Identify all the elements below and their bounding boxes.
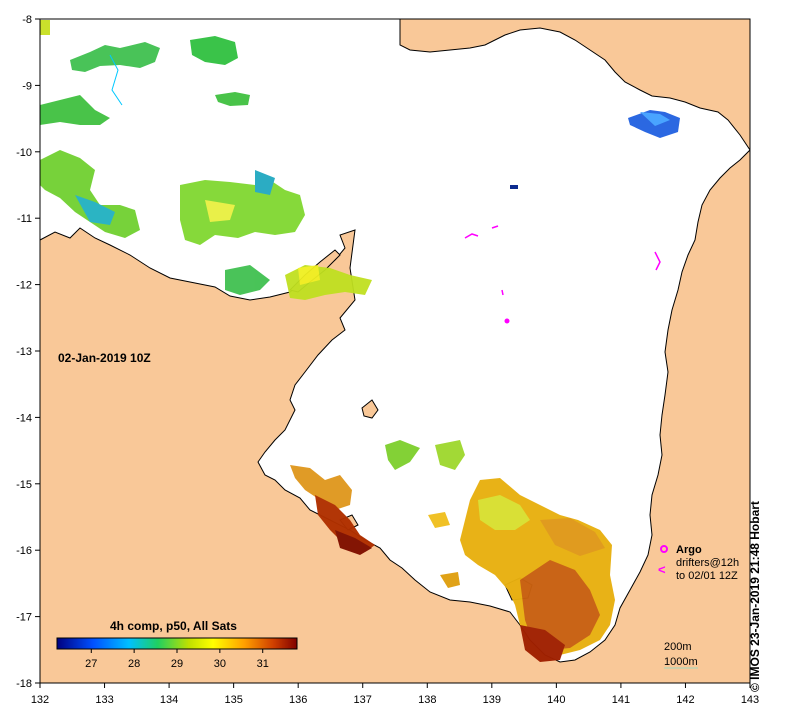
lon-tick-label: 139 <box>483 694 501 706</box>
lat-tick-label: -16 <box>16 545 32 557</box>
lon-tick-label: 142 <box>676 694 694 706</box>
lat-tick-label: -14 <box>16 412 32 424</box>
lon-tick-label: 143 <box>741 694 759 706</box>
argo-legend-icon <box>660 545 668 553</box>
latitude-axis: -8 -9 -10 -11 -12 -13 -14 -15 -16 -17 -18 <box>16 14 40 690</box>
lat-tick-label: -12 <box>16 280 32 292</box>
lon-tick-label: 140 <box>547 694 565 706</box>
drifters-legend-line2: to 02/01 12Z <box>676 570 738 582</box>
lon-tick-label: 135 <box>224 694 242 706</box>
colorbar-tick-label: 27 <box>85 658 97 670</box>
lon-tick-label: 137 <box>354 694 372 706</box>
lon-tick-label: 136 <box>289 694 307 706</box>
colorbar-tick-label: 30 <box>214 658 226 670</box>
longitude-axis: 132 133 134 135 136 137 138 139 140 141 142 143 <box>31 683 759 706</box>
lat-tick-label: -18 <box>16 678 32 690</box>
lat-tick-label: -13 <box>16 346 32 358</box>
depth-1000m-label: 1000m <box>664 656 698 668</box>
credit-text: © IMOS 23-Jan-2019 21:48 Hobart <box>748 501 762 692</box>
lat-tick-label: -15 <box>16 479 32 491</box>
lon-tick-label: 138 <box>418 694 436 706</box>
lat-tick-label: -8 <box>22 14 32 26</box>
depth-200m-label: 200m <box>664 641 692 653</box>
sst-patches-northwest <box>40 20 680 300</box>
island-groote <box>361 399 379 419</box>
lat-tick-label: -11 <box>17 213 32 225</box>
colorbar-tick-label: 29 <box>171 658 183 670</box>
argo-float-marker <box>504 318 510 324</box>
colorbar-ticks: 27 28 29 30 31 <box>85 649 269 670</box>
colorbar-tick-label: 31 <box>257 658 269 670</box>
land-cape-york-north <box>399 19 750 151</box>
colorbar <box>56 637 298 650</box>
lon-tick-label: 133 <box>95 694 113 706</box>
drifter-legend-icon: < <box>658 562 666 577</box>
argo-legend-label: Argo <box>676 544 702 556</box>
drifters-legend-line1: drifters@12h <box>676 557 739 569</box>
drifter-tracks <box>464 225 661 296</box>
lat-tick-label: -10 <box>16 147 32 159</box>
lon-tick-label: 134 <box>160 694 178 706</box>
lon-tick-label: 141 <box>612 694 630 706</box>
land-northern-territory <box>40 149 750 683</box>
colorbar-tick-label: 28 <box>128 658 140 670</box>
lat-tick-label: -17 <box>16 612 32 624</box>
timestamp-label: 02-Jan-2019 10Z <box>58 351 151 365</box>
river <box>109 54 123 106</box>
lat-tick-label: -9 <box>22 80 32 92</box>
sst-patches-gulf <box>290 440 615 662</box>
lon-tick-label: 132 <box>31 694 49 706</box>
colorbar-title: 4h comp, p50, All Sats <box>110 619 237 633</box>
